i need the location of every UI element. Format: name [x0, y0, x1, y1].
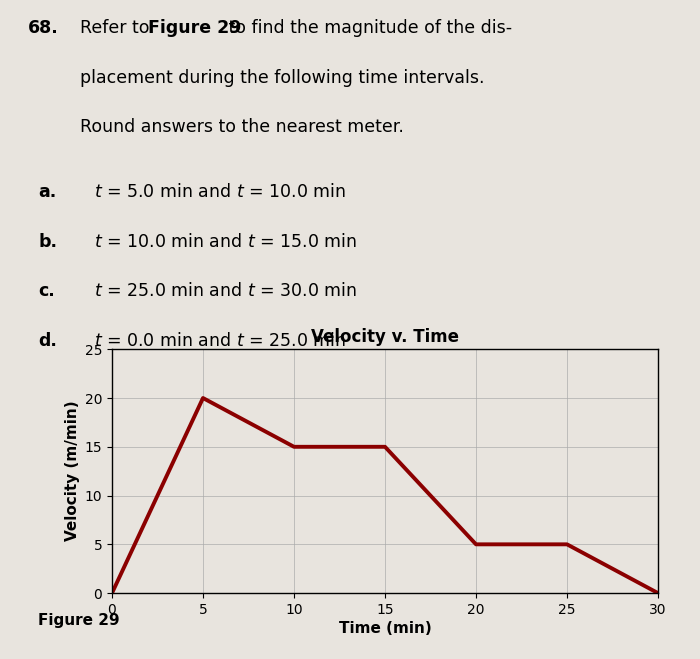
Y-axis label: Velocity (m/min): Velocity (m/min)	[66, 401, 80, 542]
X-axis label: Time (min): Time (min)	[339, 621, 431, 636]
Text: Figure 29: Figure 29	[148, 19, 241, 37]
Text: a.: a.	[38, 183, 57, 201]
Title: Velocity v. Time: Velocity v. Time	[311, 328, 459, 347]
Text: to find the magnitude of the dis-: to find the magnitude of the dis-	[223, 19, 512, 37]
Text: Round answers to the nearest meter.: Round answers to the nearest meter.	[80, 119, 405, 136]
Text: Figure 29: Figure 29	[38, 613, 120, 628]
Text: c.: c.	[38, 283, 55, 301]
Text: $t$ = 0.0 min and $t$ = 25.0 min: $t$ = 0.0 min and $t$ = 25.0 min	[94, 332, 346, 350]
Text: d.: d.	[38, 332, 57, 350]
Text: $t$ = 25.0 min and $t$ = 30.0 min: $t$ = 25.0 min and $t$ = 30.0 min	[94, 283, 358, 301]
Text: placement during the following time intervals.: placement during the following time inte…	[80, 69, 485, 87]
Text: Refer to: Refer to	[80, 19, 155, 37]
Text: 68.: 68.	[28, 19, 59, 37]
Text: $t$ = 10.0 min and $t$ = 15.0 min: $t$ = 10.0 min and $t$ = 15.0 min	[94, 233, 358, 251]
Text: $t$ = 5.0 min and $t$ = 10.0 min: $t$ = 5.0 min and $t$ = 10.0 min	[94, 183, 346, 201]
Text: b.: b.	[38, 233, 57, 251]
